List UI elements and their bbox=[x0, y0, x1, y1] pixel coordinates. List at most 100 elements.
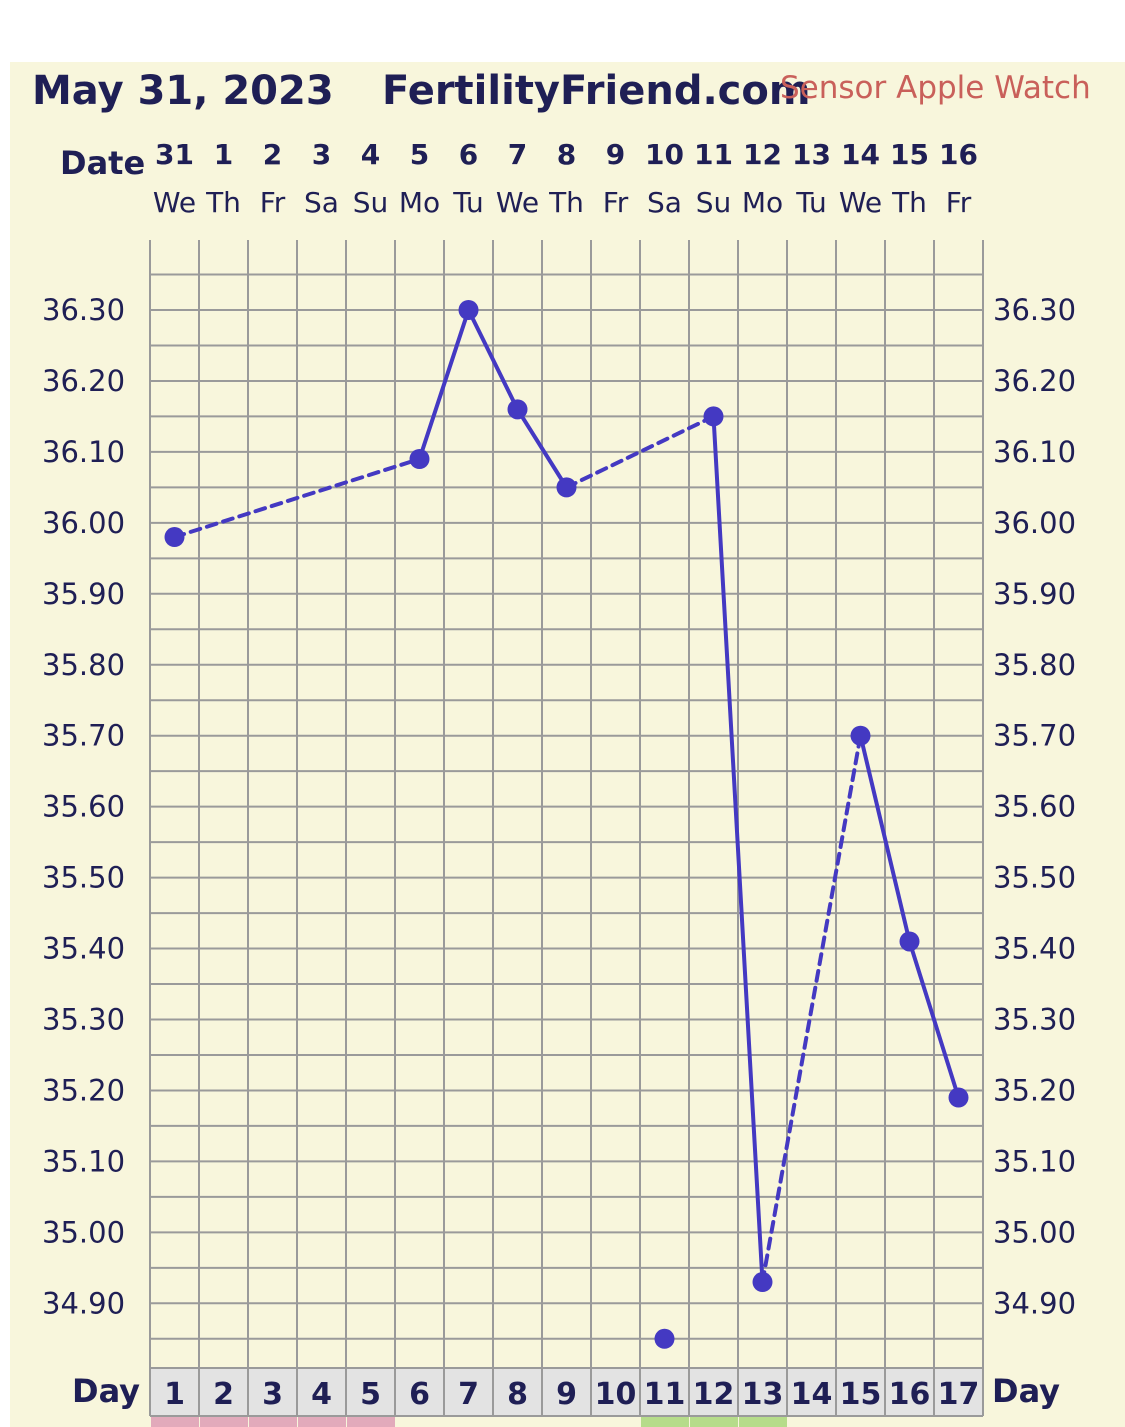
cycle-day-number: 6 bbox=[409, 1377, 430, 1412]
date-number: 31 bbox=[155, 138, 194, 171]
day-row-bg bbox=[150, 1368, 983, 1416]
cycle-day-number: 13 bbox=[742, 1377, 784, 1412]
weekday-label: Th bbox=[548, 186, 584, 219]
y-tick-label-left: 35.60 bbox=[42, 790, 125, 824]
cycle-day-number: 14 bbox=[791, 1377, 833, 1412]
cycle-day-number: 10 bbox=[595, 1377, 637, 1412]
temp-point bbox=[948, 1087, 969, 1108]
temp-line-solid bbox=[711, 414, 765, 1285]
temp-line-dashed bbox=[760, 733, 863, 1285]
cycle-day-number: 5 bbox=[360, 1377, 381, 1412]
temp-point bbox=[752, 1272, 773, 1293]
temp-line-solid bbox=[417, 308, 471, 461]
y-tick-label-left: 35.80 bbox=[42, 648, 125, 682]
temp-line-solid bbox=[858, 733, 912, 944]
day-marker bbox=[151, 1416, 199, 1427]
y-tick-label-left: 36.30 bbox=[42, 293, 125, 327]
temp-point bbox=[899, 931, 920, 952]
y-tick-label-left: 35.30 bbox=[42, 1003, 125, 1037]
cycle-day-number: 9 bbox=[556, 1377, 577, 1412]
weekday-label: Fr bbox=[603, 186, 629, 219]
cycle-day-number: 7 bbox=[458, 1377, 479, 1412]
y-tick-label-right: 35.40 bbox=[993, 932, 1076, 966]
y-tick-label-right: 35.30 bbox=[993, 1003, 1076, 1037]
y-tick-label-right: 36.00 bbox=[993, 506, 1076, 540]
y-tick-label-left: 35.00 bbox=[42, 1215, 125, 1249]
weekday-label: Tu bbox=[452, 186, 484, 219]
temp-point bbox=[164, 527, 185, 548]
y-tick-label-right: 35.80 bbox=[993, 648, 1076, 682]
weekday-label: Su bbox=[353, 186, 389, 219]
y-tick-label-right: 35.70 bbox=[993, 719, 1076, 753]
weekday-label: Mo bbox=[742, 186, 783, 219]
y-tick-label-right: 36.20 bbox=[993, 364, 1076, 398]
day-marker bbox=[298, 1416, 346, 1427]
y-tick-label-left: 36.10 bbox=[42, 435, 125, 469]
weekday-label: Sa bbox=[304, 186, 339, 219]
day-row-label-right: Day bbox=[992, 1372, 1060, 1410]
date-number: 1 bbox=[214, 138, 233, 171]
weekday-label: Th bbox=[205, 186, 241, 219]
weekday-label: We bbox=[496, 186, 539, 219]
date-number: 3 bbox=[312, 138, 331, 171]
y-tick-label-right: 35.00 bbox=[993, 1215, 1076, 1249]
weekday-label: Th bbox=[891, 186, 927, 219]
cycle-day-number: 15 bbox=[840, 1377, 882, 1412]
cycle-day-number: 2 bbox=[213, 1377, 234, 1412]
y-tick-label-right: 36.30 bbox=[993, 293, 1076, 327]
sensor-label: Sensor Apple Watch bbox=[780, 70, 1091, 106]
cycle-day-number: 3 bbox=[262, 1377, 283, 1412]
y-tick-label-left: 35.40 bbox=[42, 932, 125, 966]
weekday-label: We bbox=[839, 186, 882, 219]
cycle-day-number: 16 bbox=[889, 1377, 931, 1412]
day-marker bbox=[200, 1416, 248, 1427]
temp-point bbox=[556, 477, 577, 498]
y-tick-label-right: 35.20 bbox=[993, 1073, 1076, 1107]
y-tick-label-left: 35.20 bbox=[42, 1073, 125, 1107]
weekday-label: Fr bbox=[260, 186, 286, 219]
cycle-day-number: 1 bbox=[164, 1377, 185, 1412]
day-marker bbox=[690, 1416, 738, 1427]
y-tick-label-left: 36.00 bbox=[42, 506, 125, 540]
cycle-day-number: 4 bbox=[311, 1377, 332, 1412]
temp-line-dashed bbox=[172, 456, 422, 540]
date-row-label: Date bbox=[60, 144, 145, 182]
weekday-label: Sa bbox=[647, 186, 682, 219]
temp-point bbox=[507, 399, 528, 420]
temp-point bbox=[850, 725, 871, 746]
date-number: 7 bbox=[508, 138, 527, 171]
date-number: 15 bbox=[890, 138, 929, 171]
chart-date: May 31, 2023 bbox=[32, 68, 334, 114]
temp-point bbox=[409, 448, 430, 469]
day-marker bbox=[641, 1416, 689, 1427]
weekday-label: Tu bbox=[795, 186, 827, 219]
day-marker bbox=[347, 1416, 395, 1427]
y-tick-label-right: 35.10 bbox=[993, 1144, 1076, 1178]
date-number: 13 bbox=[792, 138, 831, 171]
y-tick-label-left: 35.70 bbox=[42, 719, 125, 753]
y-tick-label-left: 35.90 bbox=[42, 577, 125, 611]
weekday-label: We bbox=[153, 186, 196, 219]
date-number: 14 bbox=[841, 138, 880, 171]
date-number: 2 bbox=[263, 138, 282, 171]
y-tick-label-right: 35.90 bbox=[993, 577, 1076, 611]
date-number: 16 bbox=[939, 138, 978, 171]
date-number: 9 bbox=[606, 138, 625, 171]
y-tick-label-right: 35.50 bbox=[993, 861, 1076, 895]
date-number: 6 bbox=[459, 138, 478, 171]
date-number: 11 bbox=[694, 138, 733, 171]
temp-line-solid bbox=[907, 939, 961, 1100]
day-marker bbox=[739, 1416, 787, 1427]
y-tick-label-left: 35.50 bbox=[42, 861, 125, 895]
weekday-label: Mo bbox=[399, 186, 440, 219]
y-tick-label-left: 36.20 bbox=[42, 364, 125, 398]
y-tick-label-left: 35.10 bbox=[42, 1144, 125, 1178]
day-marker bbox=[249, 1416, 297, 1427]
cycle-day-number: 17 bbox=[938, 1377, 980, 1412]
temp-point bbox=[654, 1328, 675, 1349]
temp-line-solid bbox=[515, 407, 569, 490]
temp-line-dashed bbox=[564, 414, 716, 490]
temp-point bbox=[703, 406, 724, 427]
date-number: 4 bbox=[361, 138, 380, 171]
temp-point bbox=[458, 300, 479, 320]
